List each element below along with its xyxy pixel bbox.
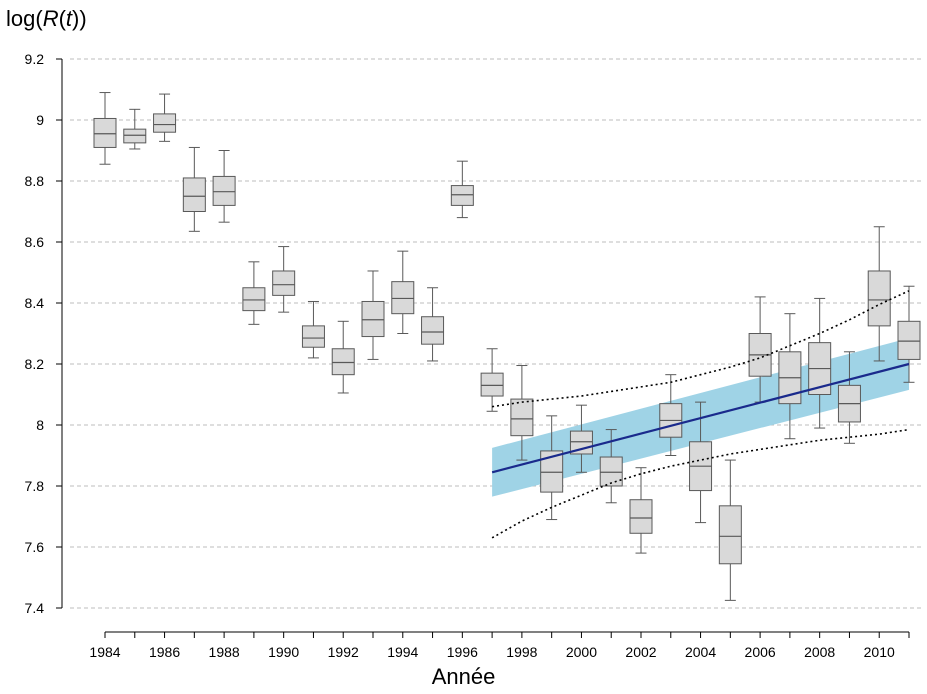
box xyxy=(540,450,564,493)
x-tick-label: 1998 xyxy=(506,644,537,660)
box xyxy=(629,499,653,534)
y-tick-label: 8.6 xyxy=(25,234,45,250)
y-tick-label: 8.4 xyxy=(25,295,45,311)
box xyxy=(123,128,147,144)
x-tick-label: 1990 xyxy=(268,644,299,660)
box xyxy=(301,325,325,348)
box xyxy=(242,287,266,312)
y-tick-label: 8.2 xyxy=(25,356,45,372)
x-tick-label: 1996 xyxy=(447,644,478,660)
y-tick-label: 7.4 xyxy=(25,600,45,616)
box xyxy=(450,185,474,206)
x-tick-label: 1994 xyxy=(387,644,418,660)
box xyxy=(93,117,117,148)
x-tick-label: 1988 xyxy=(209,644,240,660)
y-tick-label: 7.8 xyxy=(25,478,45,494)
box xyxy=(599,456,623,487)
prediction-interval-upper xyxy=(491,290,910,408)
box xyxy=(153,113,177,133)
x-tick-label: 1984 xyxy=(89,644,120,660)
box xyxy=(718,505,742,565)
box xyxy=(272,270,296,296)
x-tick-label: 1992 xyxy=(328,644,359,660)
x-tick-label: 2008 xyxy=(804,644,835,660)
box xyxy=(391,281,415,315)
x-tick-label: 2004 xyxy=(685,644,716,660)
x-tick-label: 2000 xyxy=(566,644,597,660)
y-tick-label: 9.2 xyxy=(25,51,45,67)
x-tick-label: 2002 xyxy=(625,644,656,660)
box xyxy=(867,270,891,327)
trend-line xyxy=(491,362,910,474)
x-tick-label: 1986 xyxy=(149,644,180,660)
y-tick-label: 9 xyxy=(36,112,44,128)
x-tick-label: 2010 xyxy=(864,644,895,660)
box xyxy=(897,320,921,360)
box xyxy=(480,372,504,397)
box xyxy=(361,300,385,338)
y-tick-label: 8.8 xyxy=(25,173,45,189)
y-tick-label: 8 xyxy=(36,417,44,433)
box xyxy=(510,398,534,437)
box xyxy=(421,316,445,345)
box xyxy=(331,348,355,376)
y-axis-label: log(R(t)) xyxy=(6,6,87,31)
x-tick-label: 2006 xyxy=(745,644,776,660)
box xyxy=(212,175,236,206)
x-axis-label: Année xyxy=(431,664,496,689)
box xyxy=(182,177,206,212)
y-tick-label: 7.6 xyxy=(25,539,45,555)
